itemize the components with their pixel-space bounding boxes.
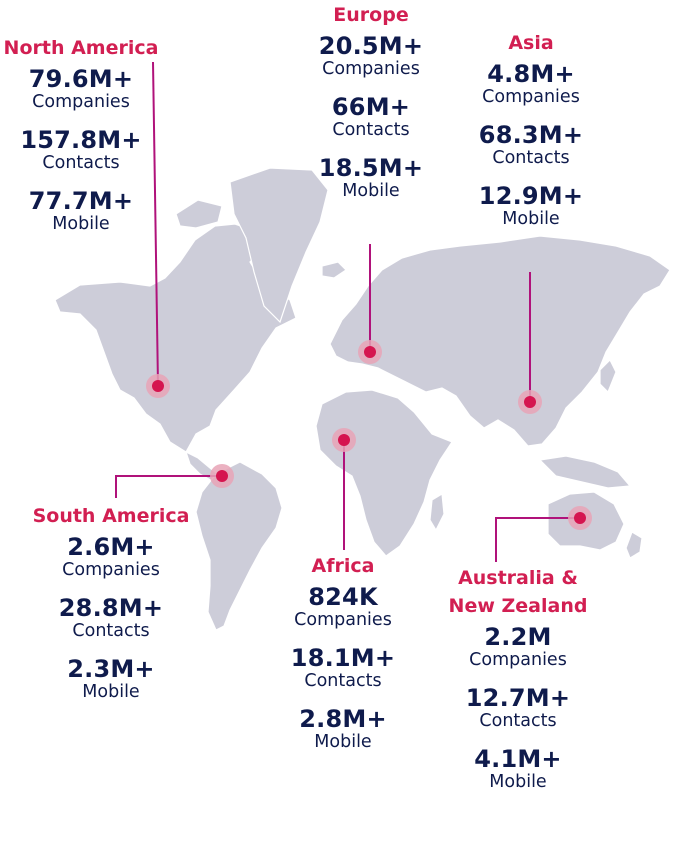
stat-label: Mobile bbox=[342, 181, 400, 201]
stat-label: Mobile bbox=[82, 682, 140, 702]
stat-label: Mobile bbox=[489, 772, 547, 792]
stat-label: Companies bbox=[62, 560, 160, 580]
stat-value: 18.5M+ bbox=[318, 154, 424, 182]
new-zealand-landmass bbox=[625, 531, 643, 559]
south-america-leader-line bbox=[115, 475, 222, 498]
stat-label: Companies bbox=[482, 87, 580, 107]
stat-value: 18.1M+ bbox=[290, 644, 396, 672]
oceania-companies: 2.2M Companies bbox=[449, 624, 588, 671]
africa-companies: 824K Companies bbox=[291, 584, 395, 631]
asia-stats: Asia 4.8M+ Companies 68.3M+ Contacts 12.… bbox=[479, 29, 583, 230]
greenland-landmass bbox=[229, 167, 329, 324]
africa-title: Africa bbox=[311, 555, 375, 577]
stat-value: 66M+ bbox=[331, 93, 411, 121]
stat-value: 12.7M+ bbox=[465, 684, 571, 712]
north-america-title: North America bbox=[3, 37, 159, 59]
north-america-stats: North America 79.6M+ Companies 157.8M+ C… bbox=[4, 34, 159, 235]
stat-value: 20.5M+ bbox=[318, 32, 424, 60]
europe-companies: 20.5M+ Companies bbox=[319, 33, 423, 80]
asia-marker bbox=[518, 390, 542, 414]
stat-value: 157.8M+ bbox=[20, 126, 142, 154]
asia-mobile: 12.9M+ Mobile bbox=[479, 183, 583, 230]
africa-landmass bbox=[315, 389, 453, 557]
stat-label: Companies bbox=[32, 92, 130, 112]
stat-value: 2.2M bbox=[484, 623, 552, 651]
stat-value: 28.8M+ bbox=[58, 594, 164, 622]
south-america-contacts: 28.8M+ Contacts bbox=[33, 595, 190, 642]
oceania-marker bbox=[568, 506, 592, 530]
stat-value: 79.6M+ bbox=[28, 65, 134, 93]
oceania-stats: Australia & New Zealand 2.2M Companies 1… bbox=[449, 564, 588, 793]
africa-mobile: 2.8M+ Mobile bbox=[291, 706, 395, 753]
north-america-contacts: 157.8M+ Contacts bbox=[4, 127, 159, 174]
stat-label: Companies bbox=[322, 59, 420, 79]
south-america-mobile: 2.3M+ Mobile bbox=[33, 656, 190, 703]
stat-label: Contacts bbox=[492, 148, 570, 168]
arctic-islands-landmass bbox=[175, 199, 223, 229]
japan-landmass bbox=[599, 358, 617, 394]
iceland-landmass bbox=[321, 261, 347, 279]
europe-asia-landmass bbox=[329, 235, 671, 447]
europe-contacts: 66M+ Contacts bbox=[319, 94, 423, 141]
madagascar-landmass bbox=[429, 492, 445, 532]
stat-label: Contacts bbox=[332, 120, 410, 140]
stat-label: Mobile bbox=[502, 209, 560, 229]
stat-value: 77.7M+ bbox=[28, 187, 134, 215]
stat-value: 2.6M+ bbox=[67, 533, 155, 561]
oceania-title-line2: New Zealand bbox=[448, 595, 588, 617]
stat-label: Contacts bbox=[479, 711, 557, 731]
north-america-leader-line bbox=[152, 61, 159, 387]
south-america-title: South America bbox=[32, 505, 190, 527]
stat-value: 4.1M+ bbox=[474, 745, 562, 773]
stat-value: 68.3M+ bbox=[478, 121, 584, 149]
asia-companies: 4.8M+ Companies bbox=[479, 61, 583, 108]
europe-mobile: 18.5M+ Mobile bbox=[319, 155, 423, 202]
stat-value: 2.8M+ bbox=[299, 705, 387, 733]
stat-value: 824K bbox=[308, 583, 378, 611]
southeast-asia-islands-landmass bbox=[538, 455, 632, 489]
stat-label: Companies bbox=[294, 610, 392, 630]
stat-value: 2.3M+ bbox=[67, 655, 155, 683]
south-america-landmass bbox=[195, 461, 283, 631]
north-america-marker bbox=[146, 374, 170, 398]
north-america-landmass bbox=[54, 223, 297, 453]
south-america-marker bbox=[210, 464, 234, 488]
asia-title: Asia bbox=[508, 32, 554, 54]
south-america-stats: South America 2.6M+ Companies 28.8M+ Con… bbox=[33, 502, 190, 703]
stat-label: Mobile bbox=[314, 732, 372, 752]
oceania-title-line1: Australia & bbox=[458, 567, 578, 589]
europe-stats: Europe 20.5M+ Companies 66M+ Contacts 18… bbox=[319, 1, 423, 202]
africa-contacts: 18.1M+ Contacts bbox=[291, 645, 395, 692]
stat-label: Contacts bbox=[304, 671, 382, 691]
north-america-mobile: 77.7M+ Mobile bbox=[4, 188, 159, 235]
stat-label: Contacts bbox=[72, 621, 150, 641]
oceania-contacts: 12.7M+ Contacts bbox=[449, 685, 588, 732]
stat-label: Mobile bbox=[52, 214, 110, 234]
stat-label: Companies bbox=[469, 650, 567, 670]
stat-label: Contacts bbox=[42, 153, 120, 173]
europe-marker bbox=[358, 340, 382, 364]
oceania-mobile: 4.1M+ Mobile bbox=[449, 746, 588, 793]
asia-contacts: 68.3M+ Contacts bbox=[479, 122, 583, 169]
stat-value: 4.8M+ bbox=[487, 60, 575, 88]
africa-marker bbox=[332, 428, 356, 452]
oceania-leader-line bbox=[495, 517, 580, 562]
europe-title: Europe bbox=[333, 4, 409, 26]
africa-stats: Africa 824K Companies 18.1M+ Contacts 2.… bbox=[291, 552, 395, 753]
stat-value: 12.9M+ bbox=[478, 182, 584, 210]
north-america-companies: 79.6M+ Companies bbox=[4, 66, 159, 113]
south-america-companies: 2.6M+ Companies bbox=[33, 534, 190, 581]
